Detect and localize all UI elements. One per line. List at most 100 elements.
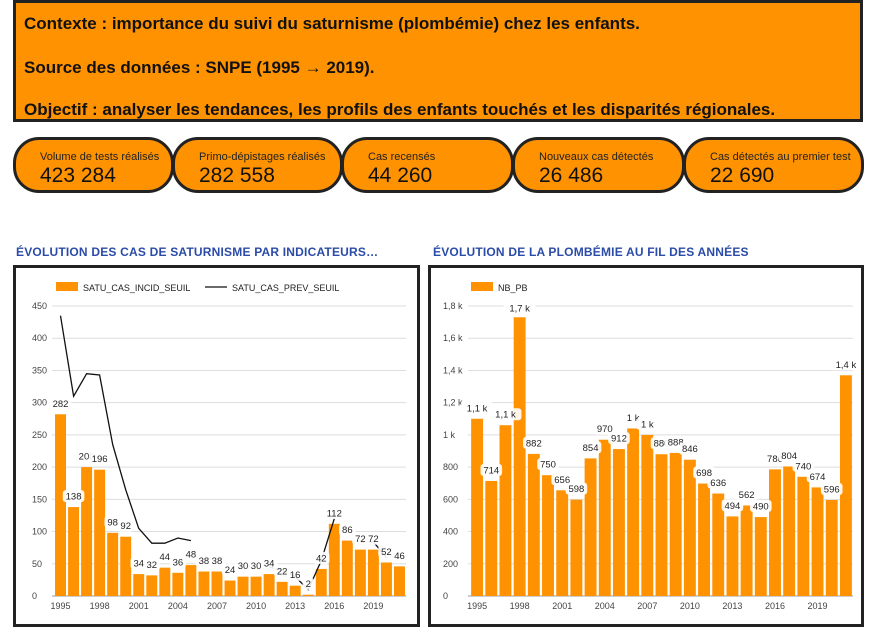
bar: [669, 452, 682, 596]
chart-saturnisme: 0 50 100 150 200 250 300 350 400 450 1995 1998 2001 2…: [32, 282, 408, 611]
bar: [797, 476, 810, 596]
data-label-bg: [806, 470, 829, 483]
data-label: 1 k: [627, 413, 640, 424]
data-label: 86: [342, 525, 353, 536]
data-label-bg: [234, 559, 252, 572]
data-label-bg: [707, 476, 730, 489]
data-label: 1 k: [641, 419, 654, 430]
data-label-bg: [503, 302, 536, 314]
kpi-value: 423 284: [40, 164, 116, 187]
data-label: 1,7 k: [509, 304, 530, 315]
data-label: 200: [79, 452, 95, 463]
bar: [250, 576, 262, 596]
data-label-bg: [195, 554, 213, 567]
data-label-bg: [323, 506, 346, 519]
data-label-bg: [221, 563, 239, 576]
kpi-premier-test: Cas détectés au premier test 22 690: [683, 137, 864, 193]
data-label: 32: [146, 560, 157, 571]
data-label: 72: [368, 534, 379, 545]
y-tick-label: 1 k: [443, 430, 456, 440]
data-label-bg: [721, 499, 744, 512]
data-label: 970: [597, 424, 613, 435]
bar: [499, 425, 512, 596]
y-tick-label: 400: [443, 527, 458, 537]
data-label-bg: [523, 436, 545, 449]
data-label-bg: [593, 422, 616, 435]
y-tick-label: 200: [443, 559, 458, 569]
data-label-bg: [182, 548, 200, 561]
data-label: 636: [710, 478, 726, 489]
kpi-label: Cas recensés: [368, 151, 436, 163]
data-label-bg: [143, 558, 160, 571]
kpi-label: Cas détectés au premier test: [710, 151, 851, 163]
kpi-tests-volume: Volume de tests réalisés 423 284: [13, 137, 174, 193]
kpi-label: Volume de tests réalisés: [40, 151, 160, 163]
data-label-bg: [480, 463, 503, 476]
chart-panel-plombemie: 0 200 400 600 800 1 k 1,2 k 1,4 k 1,6 k 1,8 k 1995…: [428, 265, 864, 627]
y-tick-label: 800: [443, 462, 458, 472]
bar: [726, 516, 739, 596]
data-label-bg: [49, 397, 72, 410]
data-label-bg: [391, 549, 408, 562]
x-tick-label: 2016: [765, 601, 785, 611]
data-label-bg: [260, 557, 278, 570]
x-tick-label: 2001: [129, 601, 149, 611]
bar: [146, 575, 158, 596]
x-tick-label: 2004: [168, 601, 188, 611]
bar: [556, 490, 569, 596]
data-label-bg: [636, 417, 659, 430]
data-label-bg: [749, 500, 772, 513]
bar: [527, 453, 540, 596]
data-label: 24: [225, 565, 236, 576]
data-label: 490: [753, 502, 769, 513]
kpi-value: 44 260: [368, 164, 433, 187]
bar: [341, 540, 353, 596]
data-label: 282: [53, 399, 69, 410]
data-label: 750: [540, 460, 556, 471]
data-label: 34: [264, 559, 275, 570]
data-label: 92: [120, 521, 131, 532]
data-label: 1,1 k: [495, 410, 516, 421]
data-label-bg: [693, 466, 715, 479]
data-label: 16: [290, 570, 301, 581]
data-label: 846: [682, 444, 698, 455]
y-tick-label: 450: [32, 301, 47, 311]
data-label: 912: [611, 434, 627, 445]
data-label: 2: [306, 579, 311, 590]
bar: [276, 581, 288, 596]
data-label-bg: [169, 555, 187, 568]
bar: [598, 439, 611, 596]
data-label-bg: [88, 452, 111, 465]
y-tick-label: 200: [32, 462, 47, 472]
data-label: 52: [381, 547, 392, 558]
bar: [263, 574, 275, 596]
data-label-bg: [208, 554, 226, 567]
data-label: 46: [394, 551, 405, 562]
y-tick-label: 250: [32, 430, 47, 440]
bar: [825, 499, 838, 596]
x-tick-label: 2010: [680, 601, 700, 611]
bar: [315, 568, 327, 596]
y-tick-label: 100: [32, 527, 47, 537]
y-tick-label: 1,2 k: [443, 398, 463, 408]
chart-title-saturnisme: ÉVOLUTION DES CAS DE SATURNISME PAR INDI…: [16, 245, 379, 259]
y-tick-label: 1,8 k: [443, 301, 463, 311]
data-label: 34: [133, 559, 144, 570]
bar: [172, 572, 184, 596]
data-label: 854: [583, 443, 599, 454]
bar: [542, 475, 554, 596]
bar: [641, 434, 654, 596]
data-label: 138: [66, 492, 82, 503]
kpi-value: 22 690: [710, 164, 775, 187]
bar: [783, 466, 796, 596]
kpi-label: Nouveaux cas détectés: [539, 151, 654, 163]
bar: [471, 418, 484, 596]
data-label-bg: [286, 568, 304, 581]
data-label: 698: [696, 468, 712, 479]
data-label: 48: [186, 550, 197, 561]
objective-line: Objectif : analyser les tendances, les p…: [24, 100, 776, 119]
bar: [655, 454, 668, 596]
x-tick-label: 2007: [637, 601, 657, 611]
kpi-value: 282 558: [199, 164, 275, 187]
source-line: Source des données : SNPE (1995 → 2019).: [24, 58, 375, 77]
